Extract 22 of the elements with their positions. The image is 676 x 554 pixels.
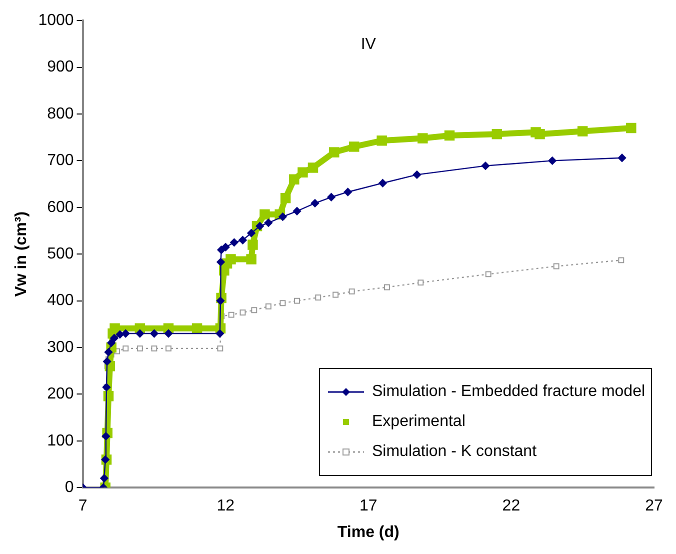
legend-label: Experimental	[372, 412, 466, 431]
x-tick-label: 27	[645, 498, 663, 515]
x-tick-label: 12	[216, 498, 235, 515]
y-tick-label: 300	[47, 338, 74, 356]
y-tick-label: 900	[47, 58, 74, 76]
legend-label: Simulation - K constant	[372, 442, 537, 461]
y-axis-title: Vw in (cm³)	[13, 211, 30, 297]
y-tick-label: 500	[47, 246, 74, 263]
x-tick-label: 22	[502, 498, 520, 515]
y-tick-label: 400	[47, 292, 74, 310]
x-tick-label: 17	[360, 498, 378, 515]
y-tick-label: 0	[64, 479, 74, 496]
y-tick-label: 800	[47, 105, 74, 122]
text: IV	[360, 36, 376, 54]
y-tick-label: 700	[47, 152, 74, 170]
legend-label: Simulation - Embedded fracture model	[372, 382, 646, 401]
y-tick-label: 100	[47, 432, 74, 450]
x-axis-title: Time (d)	[337, 524, 400, 541]
x-tick-label: 7	[78, 498, 88, 515]
y-tick-label: 200	[47, 386, 74, 403]
y-tick-label: 600	[47, 198, 74, 216]
y-tick-label: 1000	[38, 12, 74, 30]
